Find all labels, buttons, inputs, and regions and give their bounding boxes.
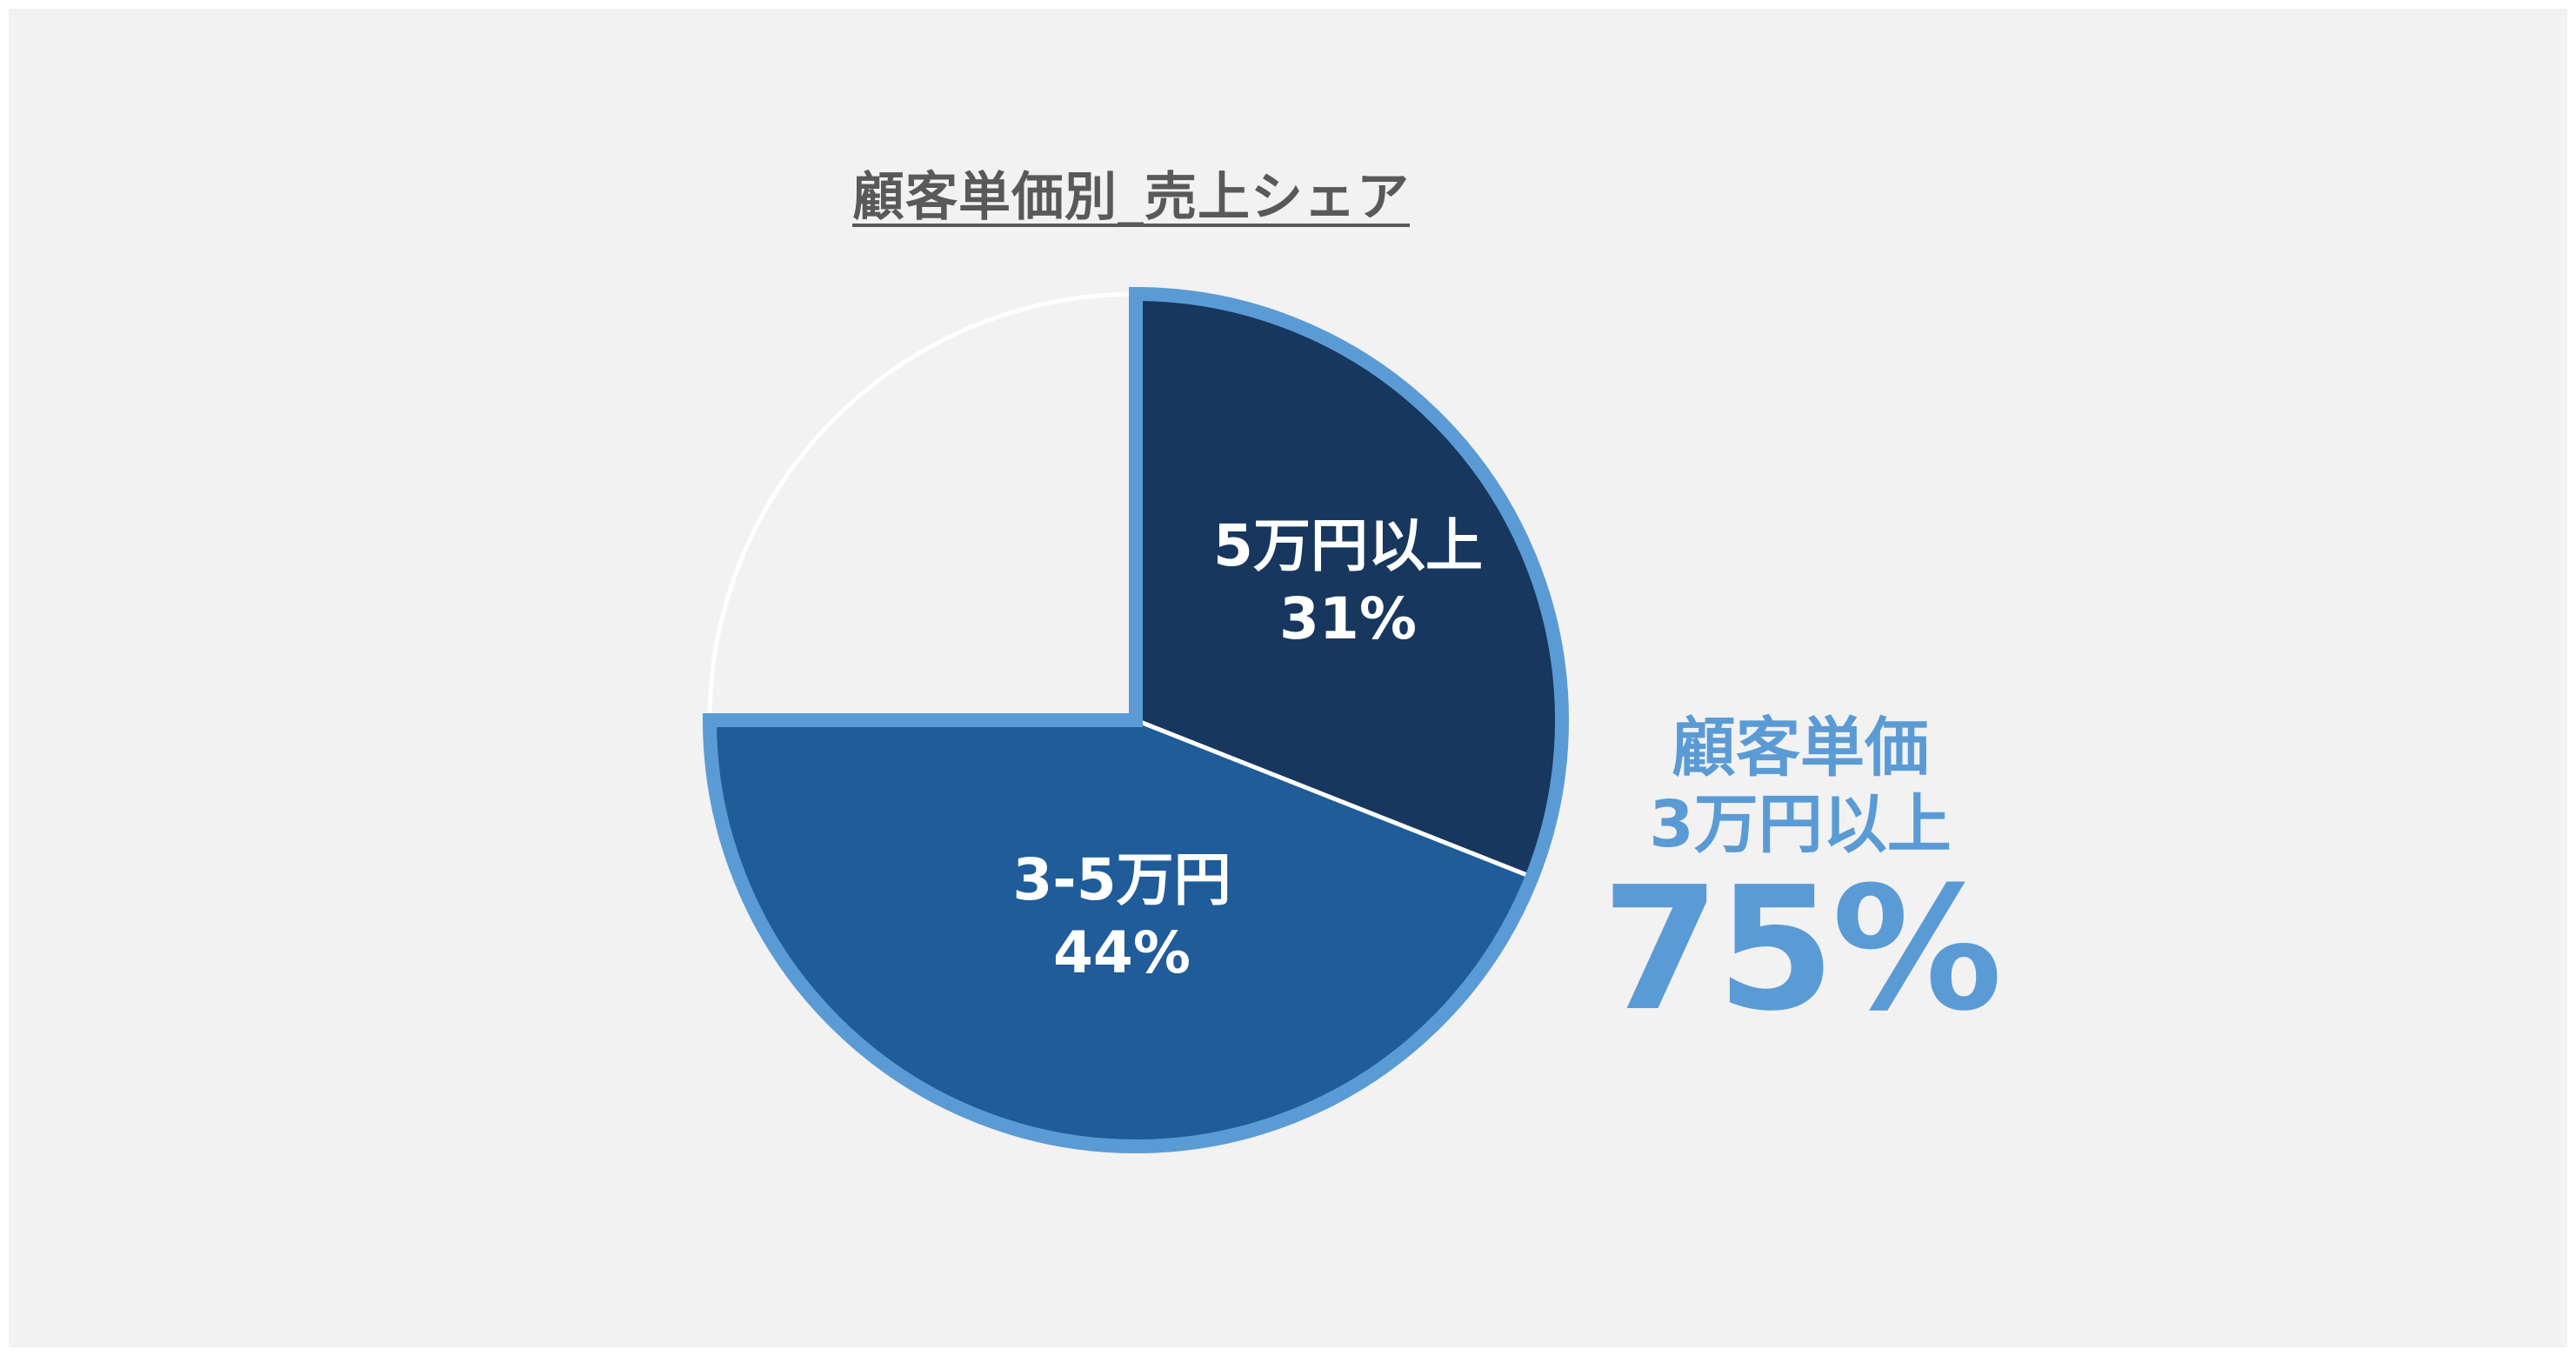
share-callout: 顧客単価 3万円以上 75% bbox=[1574, 710, 2026, 1037]
slice-label-5man-plus: 5万円以上 31% bbox=[1183, 510, 1513, 656]
slice-label-5man-plus-name: 5万円以上 bbox=[1213, 512, 1483, 579]
slice-label-5man-plus-value: 31% bbox=[1279, 585, 1417, 652]
callout-line-1: 顧客単価 bbox=[1672, 711, 1929, 785]
callout-line-2: 3万円以上 bbox=[1649, 787, 1952, 862]
slice-label-3-5man: 3-5万円 44% bbox=[957, 844, 1287, 990]
pie-chart bbox=[702, 286, 1569, 1153]
callout-value: 75% bbox=[1601, 851, 2002, 1049]
slice-label-3-5man-name: 3-5万円 bbox=[1012, 846, 1231, 913]
chart-title: 顧客単価別_売上シェア bbox=[852, 167, 1410, 228]
chart-canvas: 顧客単価別_売上シェア 5万円以上 31% 3-5万円 44% 顧客単価 3万円… bbox=[9, 9, 2567, 1347]
pie-slice-remainder bbox=[707, 291, 1138, 723]
highlight-outline bbox=[702, 286, 1569, 1153]
slice-label-3-5man-value: 44% bbox=[1053, 919, 1191, 986]
